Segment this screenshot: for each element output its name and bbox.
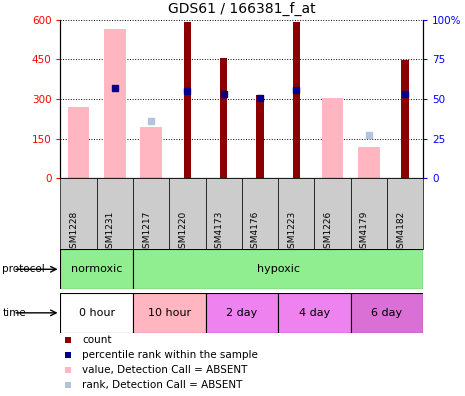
Text: 0 hour: 0 hour xyxy=(79,308,115,318)
Bar xyxy=(278,293,351,333)
Text: GSM1231: GSM1231 xyxy=(106,210,115,254)
Bar xyxy=(242,178,278,249)
Bar xyxy=(206,293,278,333)
Text: GSM1223: GSM1223 xyxy=(287,210,296,253)
Bar xyxy=(133,249,423,289)
Bar xyxy=(220,58,227,178)
Text: GSM1220: GSM1220 xyxy=(179,210,187,253)
Bar xyxy=(133,178,169,249)
Text: protocol: protocol xyxy=(2,264,45,274)
Bar xyxy=(358,147,379,178)
Text: rank, Detection Call = ABSENT: rank, Detection Call = ABSENT xyxy=(82,380,243,390)
Text: normoxic: normoxic xyxy=(71,264,122,274)
Bar xyxy=(184,23,191,178)
Bar xyxy=(68,107,89,178)
Bar xyxy=(60,249,133,289)
Text: 6 day: 6 day xyxy=(372,308,402,318)
Bar xyxy=(60,293,133,333)
Bar xyxy=(206,178,242,249)
Bar xyxy=(387,178,423,249)
Bar xyxy=(256,95,264,178)
Bar xyxy=(169,178,206,249)
Bar xyxy=(97,178,133,249)
Text: count: count xyxy=(82,335,112,345)
Text: time: time xyxy=(2,308,26,318)
Bar xyxy=(351,178,387,249)
Text: GSM1217: GSM1217 xyxy=(142,210,151,254)
Text: value, Detection Call = ABSENT: value, Detection Call = ABSENT xyxy=(82,365,247,375)
Bar xyxy=(278,178,314,249)
Bar xyxy=(133,293,206,333)
Bar xyxy=(104,29,126,178)
Bar xyxy=(314,178,351,249)
Text: GSM4173: GSM4173 xyxy=(215,210,224,254)
Bar xyxy=(140,127,162,178)
Text: 4 day: 4 day xyxy=(299,308,330,318)
Text: hypoxic: hypoxic xyxy=(257,264,299,274)
Text: 10 hour: 10 hour xyxy=(148,308,191,318)
Bar xyxy=(60,178,97,249)
Text: percentile rank within the sample: percentile rank within the sample xyxy=(82,350,258,360)
Text: GSM4182: GSM4182 xyxy=(396,210,405,253)
Text: GSM4176: GSM4176 xyxy=(251,210,260,254)
Bar xyxy=(351,293,423,333)
Text: 2 day: 2 day xyxy=(226,308,258,318)
Bar xyxy=(322,98,343,178)
Text: GSM1228: GSM1228 xyxy=(70,210,79,253)
Title: GDS61 / 166381_f_at: GDS61 / 166381_f_at xyxy=(168,2,316,16)
Bar xyxy=(292,23,300,178)
Bar xyxy=(401,60,409,178)
Text: GSM1226: GSM1226 xyxy=(324,210,332,253)
Text: GSM4179: GSM4179 xyxy=(360,210,369,254)
